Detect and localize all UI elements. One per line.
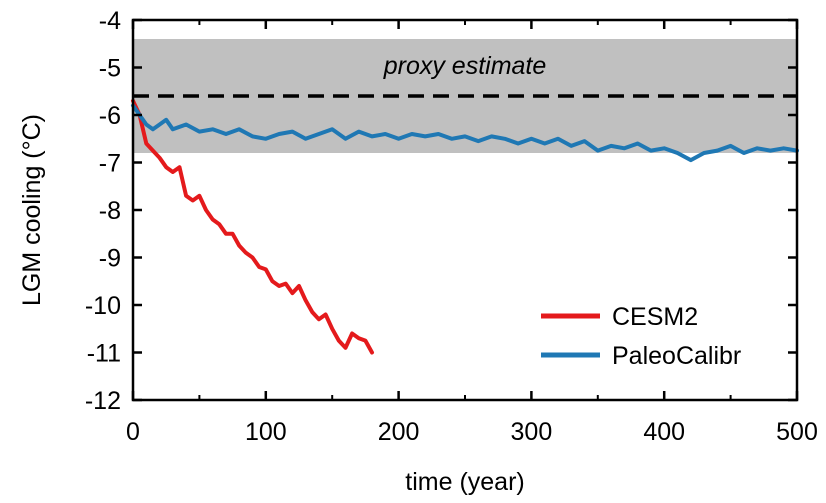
legend-label-paleocalibr: PaleoCalibr <box>612 342 741 370</box>
x-tick-label: 200 <box>378 418 420 446</box>
y-tick-label: -5 <box>99 55 121 83</box>
y-tick-label: -11 <box>87 340 121 368</box>
ticks-layer: 0 100 200 300 400 500 -12 -11 -10 -9 -8 -7 -6 -5 -4 <box>85 7 818 446</box>
x-tick-label: 0 <box>126 418 140 446</box>
y-tick-label: -4 <box>99 7 121 35</box>
legend-label-cesm2: CESM2 <box>612 303 698 331</box>
proxy-band-label: proxy estimate <box>383 52 547 80</box>
series-line-cesm2 <box>131 98 374 355</box>
x-axis-title: time (year) <box>405 468 524 496</box>
y-axis-title: LGM cooling (°C) <box>18 114 46 306</box>
y-tick-label: -10 <box>85 292 121 320</box>
x-tick-label: 300 <box>511 418 553 446</box>
series-layer <box>131 98 799 355</box>
series-line-paleocalibr <box>131 103 799 163</box>
y-tick-label: -7 <box>99 150 121 178</box>
legend: CESM2 PaleoCalibr <box>541 303 741 370</box>
y-tick-label: -6 <box>99 102 121 130</box>
y-tick-label: -9 <box>99 245 121 273</box>
x-tick-label: 400 <box>643 418 685 446</box>
x-tick-label: 100 <box>245 418 287 446</box>
y-tick-label: -8 <box>99 197 121 225</box>
x-tick-label: 500 <box>776 418 818 446</box>
y-tick-label: -12 <box>85 387 121 415</box>
